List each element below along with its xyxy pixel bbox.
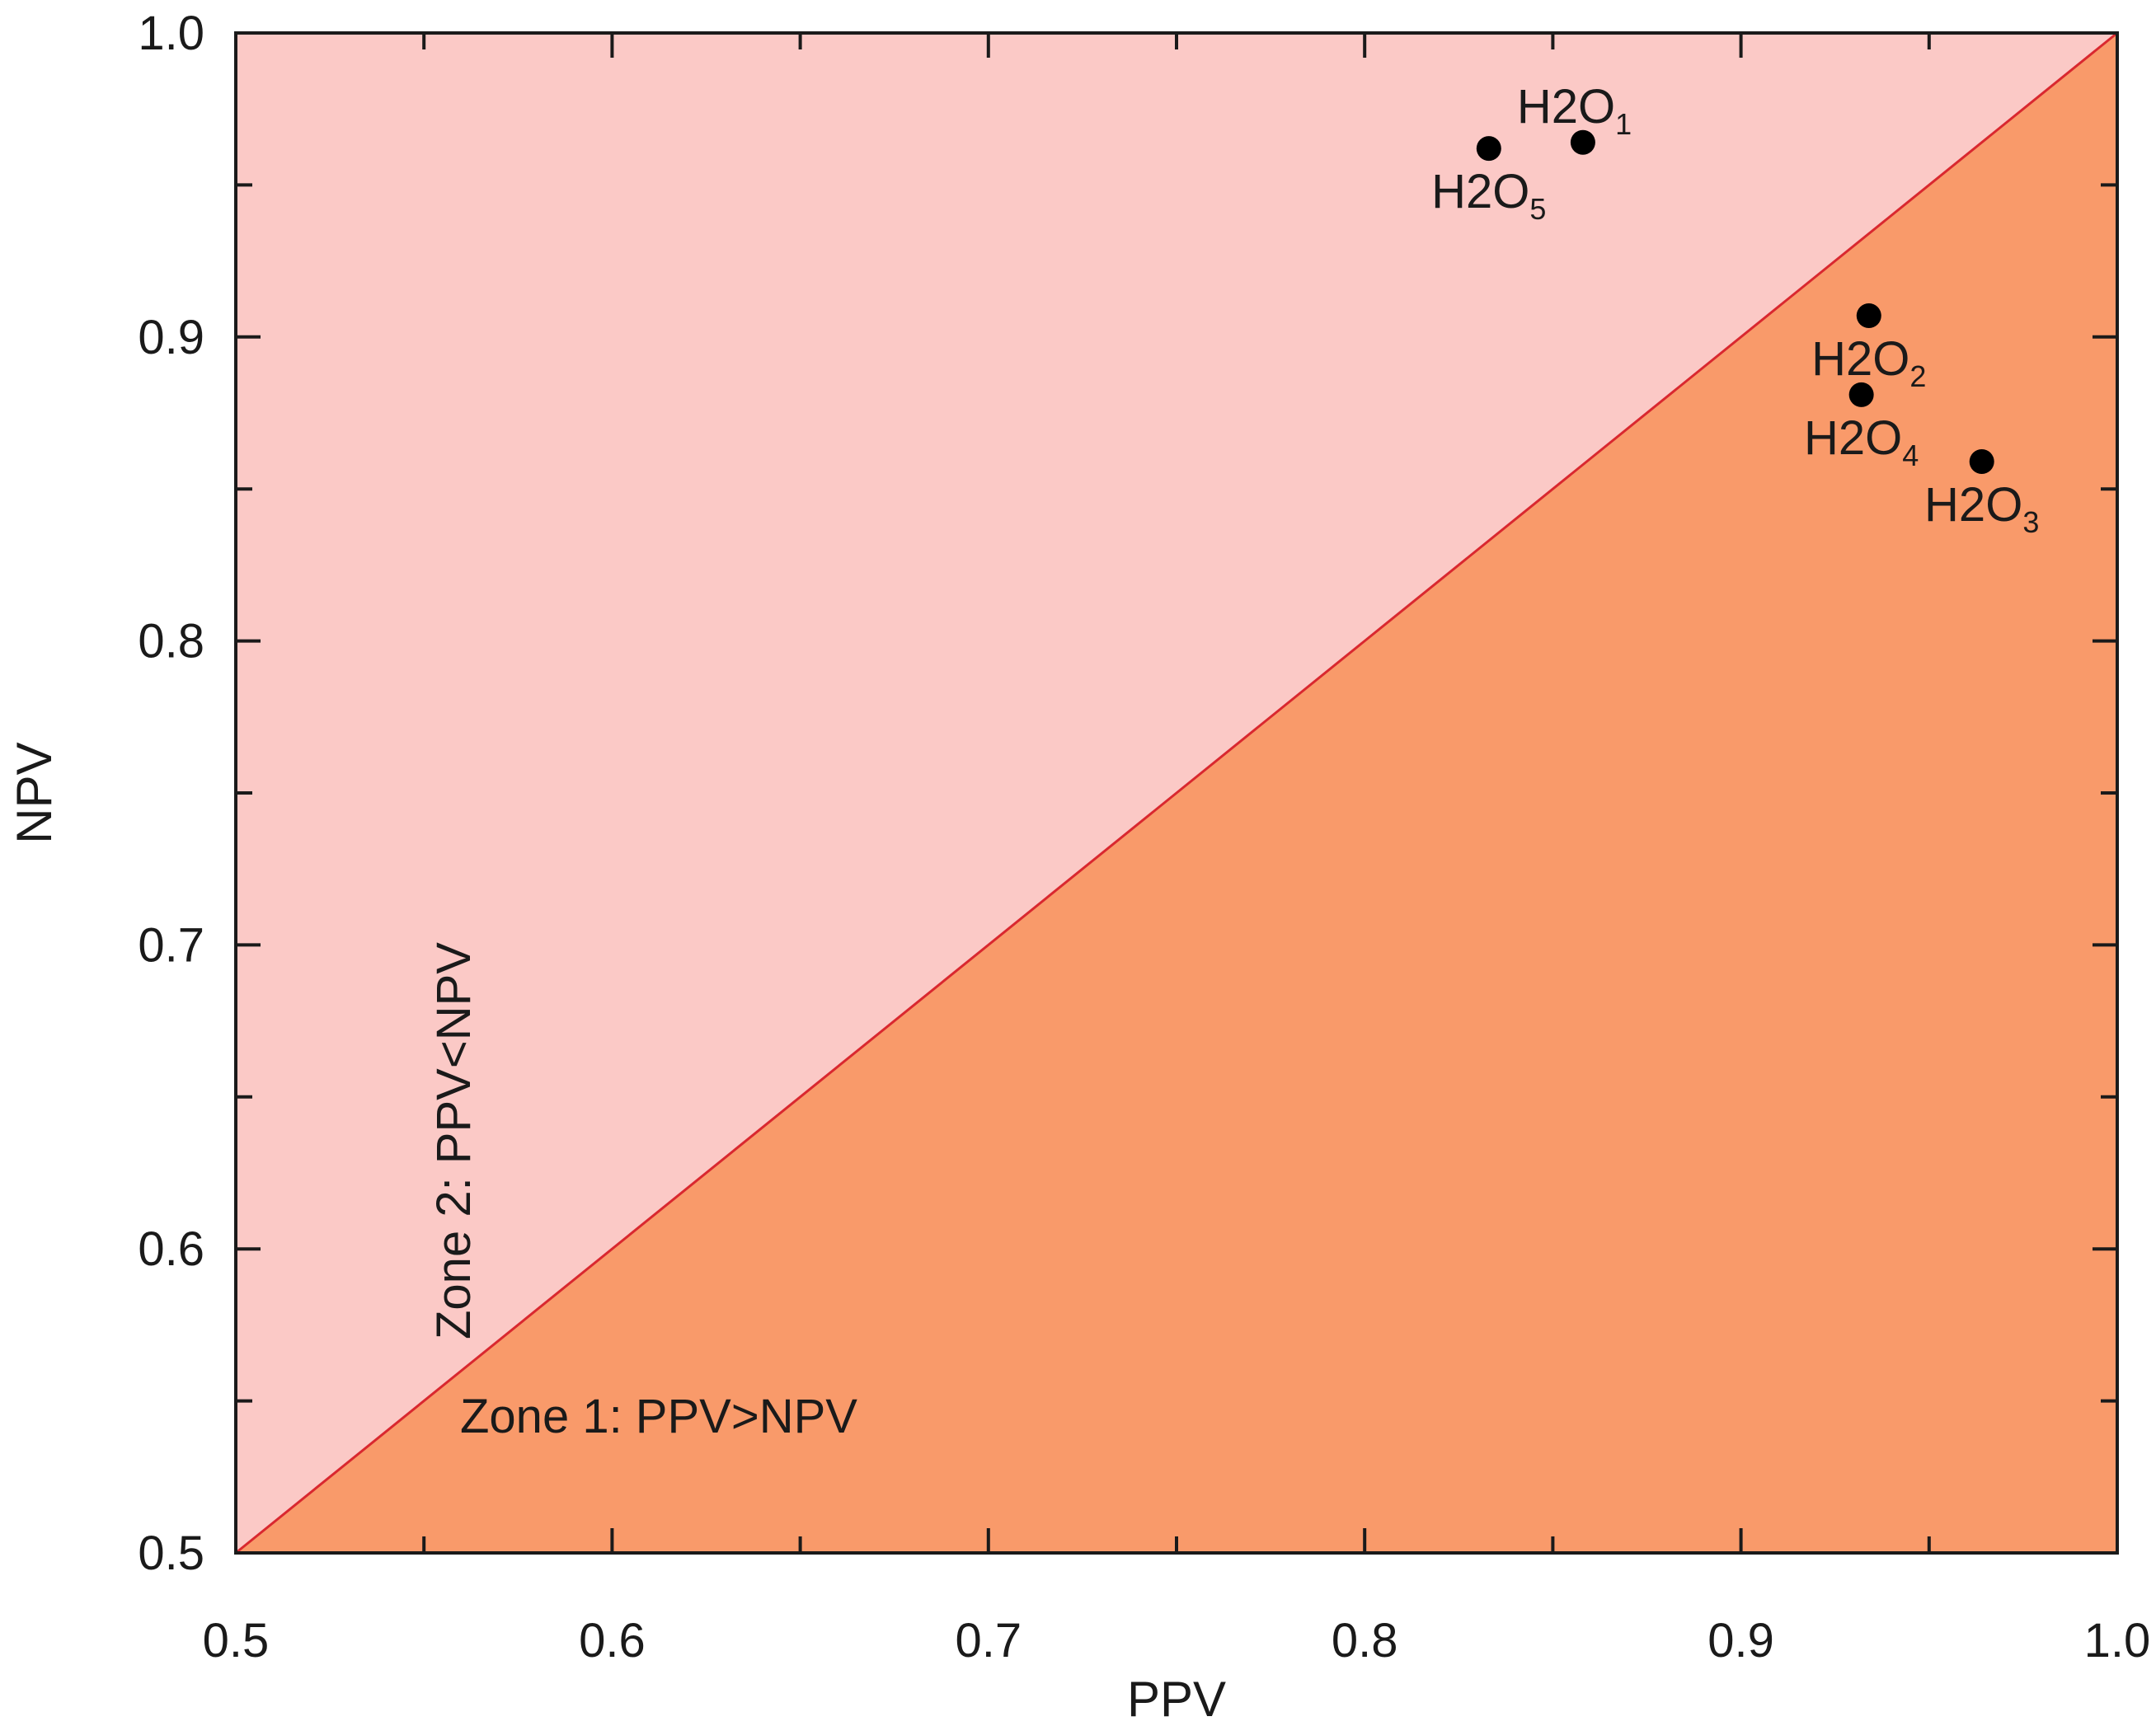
data-point bbox=[1848, 382, 1874, 407]
y-tick-label: 1.0 bbox=[138, 7, 204, 60]
x-tick-label: 0.9 bbox=[1707, 1614, 1774, 1667]
y-tick-label: 0.8 bbox=[138, 615, 204, 668]
axes: 0.5 0.6 0.7 0.8 0.9 1.0 0.5 0.6 0.7 0.8 0.9 1.0 bbox=[138, 7, 2150, 1667]
data-point-label: H2O1 bbox=[1517, 80, 1632, 141]
x-tick-label: 0.8 bbox=[1332, 1614, 1398, 1667]
y-tick-label: 0.7 bbox=[138, 918, 204, 972]
data-point bbox=[1570, 129, 1595, 155]
data-point-label: H2O5 bbox=[1431, 165, 1546, 226]
data-point-label: H2O2 bbox=[1811, 332, 1926, 393]
data-point bbox=[1969, 449, 1994, 475]
zone-1-label: Zone 1: PPV>NPV bbox=[460, 1390, 857, 1443]
diagonal-line bbox=[235, 31, 2118, 1555]
data-point bbox=[1476, 136, 1501, 162]
y-tick-label: 0.9 bbox=[138, 311, 204, 364]
y-tick-label: 0.6 bbox=[138, 1222, 204, 1276]
diagonal-line-layer bbox=[235, 31, 2118, 1555]
data-point bbox=[1856, 303, 1881, 328]
x-axis-title: PPV bbox=[1127, 1672, 1226, 1726]
x-tick-label: 0.6 bbox=[579, 1614, 646, 1667]
y-axis-title: NPV bbox=[7, 742, 62, 843]
zone-2-label: Zone 2: PPV<NPV bbox=[427, 942, 481, 1339]
data-point-label: H2O4 bbox=[1804, 411, 1919, 472]
y-tick-label: 0.5 bbox=[138, 1527, 204, 1580]
x-tick-label: 0.5 bbox=[203, 1614, 270, 1667]
x-tick-label: 0.7 bbox=[955, 1614, 1022, 1667]
data-point-label: H2O3 bbox=[1924, 478, 2039, 539]
x-tick-label: 1.0 bbox=[2084, 1614, 2151, 1667]
zone-labels: Zone 1: PPV>NPV Zone 2: PPV<NPV bbox=[427, 942, 857, 1443]
